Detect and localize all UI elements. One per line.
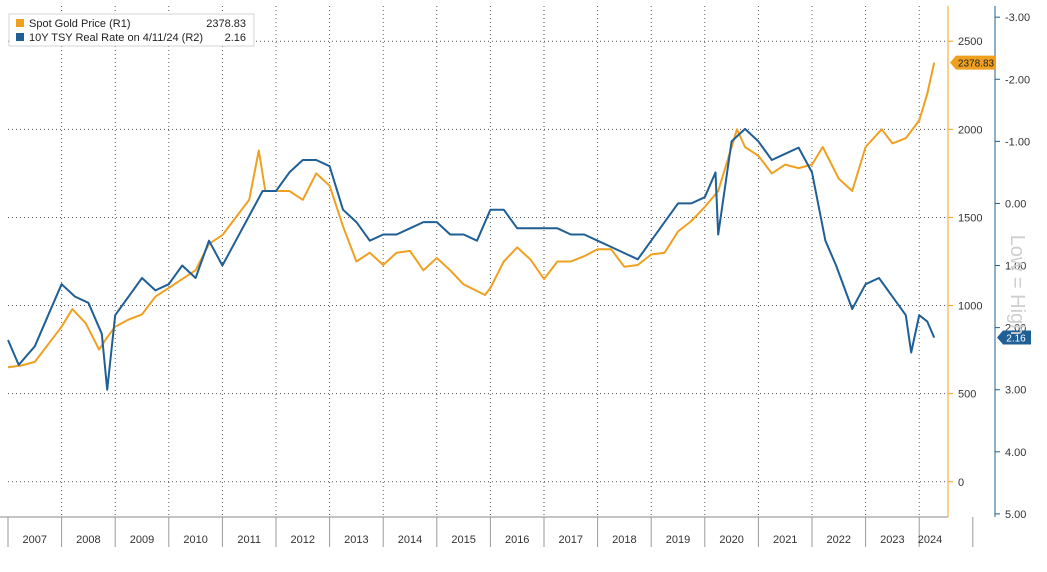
- axes: 2007 2008 2009 2010 2011 2012 2013 2014 2015 2016…: [0, 6, 1030, 547]
- x-tick-label-2017: 2017: [559, 534, 583, 546]
- r2-tick-label-0.00: 0.00: [1005, 198, 1026, 210]
- x-tick-label-2022: 2022: [827, 534, 851, 546]
- legend-box: [8, 13, 255, 47]
- legend-swatch-real-rate: [16, 33, 24, 41]
- legend-value-real-rate: 2.16: [225, 32, 246, 44]
- gold-price-line: [7, 62, 936, 369]
- x-tick-label-2016: 2016: [505, 534, 529, 546]
- legend: Spot Gold Price (R1) 2378.83 10Y TSY Rea…: [8, 13, 255, 47]
- r2-tick-label-1.00: 1.00: [1005, 261, 1026, 273]
- r1-tick-label-2500: 2500: [958, 36, 982, 48]
- r2-tick-label-5.00: 5.00: [1005, 509, 1026, 521]
- r2-tick-label-4.00: 4.00: [1005, 447, 1026, 459]
- legend-value-gold: 2378.83: [206, 18, 246, 30]
- r1-tick-label-500: 500: [958, 389, 976, 401]
- legend-label-gold: Spot Gold Price (R1): [29, 18, 130, 30]
- real-rate-last-value-tag: [997, 330, 1031, 345]
- x-tick-label-2012: 2012: [291, 534, 315, 546]
- x-tick-label-2021: 2021: [773, 534, 797, 546]
- x-tick-label-2019: 2019: [666, 534, 690, 546]
- x-tick-label-2018: 2018: [612, 534, 636, 546]
- x-tick-label-2013: 2013: [344, 534, 368, 546]
- x-tick-label-2015: 2015: [451, 534, 475, 546]
- r2-tick-label--2.00: -2.00: [1005, 74, 1030, 86]
- x-tick-label-2011: 2011: [237, 534, 261, 546]
- r1-tick-label-2000: 2000: [958, 124, 982, 136]
- x-tick-label-2009: 2009: [130, 534, 154, 546]
- r1-tick-label-1000: 1000: [958, 301, 982, 313]
- x-tick-label-2020: 2020: [719, 534, 743, 546]
- legend-label-real-rate: 10Y TSY Real Rate on 4/11/24 (R2): [29, 32, 203, 44]
- x-tick-label-2010: 2010: [183, 534, 207, 546]
- r2-axis-title: Low = High: [1006, 235, 1028, 336]
- x-tick-label-2008: 2008: [76, 534, 100, 546]
- real-rate-last-value-label: 2.16: [1006, 334, 1026, 345]
- real-rate-line: [7, 127, 936, 391]
- r2-tick-label--1.00: -1.00: [1005, 136, 1030, 148]
- x-tick-label-2007: 2007: [23, 534, 47, 546]
- r2-tick-label--3.00: -3.00: [1005, 12, 1030, 24]
- gold-last-value-tag: [950, 55, 996, 70]
- r2-tick-label-3.00: 3.00: [1005, 385, 1026, 397]
- legend-swatch-gold: [16, 19, 24, 27]
- series-lines: [7, 62, 936, 391]
- r1-tick-label-1500: 1500: [958, 212, 982, 224]
- x-tick-label-2024: 2024: [918, 534, 942, 546]
- x-tick-label-2023: 2023: [880, 534, 904, 546]
- r1-tick-label-0: 0: [958, 477, 964, 489]
- value-labels: 2378.83 2.16: [950, 55, 1031, 345]
- gold-last-value-label: 2378.83: [958, 59, 995, 70]
- x-tick-label-2014: 2014: [398, 534, 422, 546]
